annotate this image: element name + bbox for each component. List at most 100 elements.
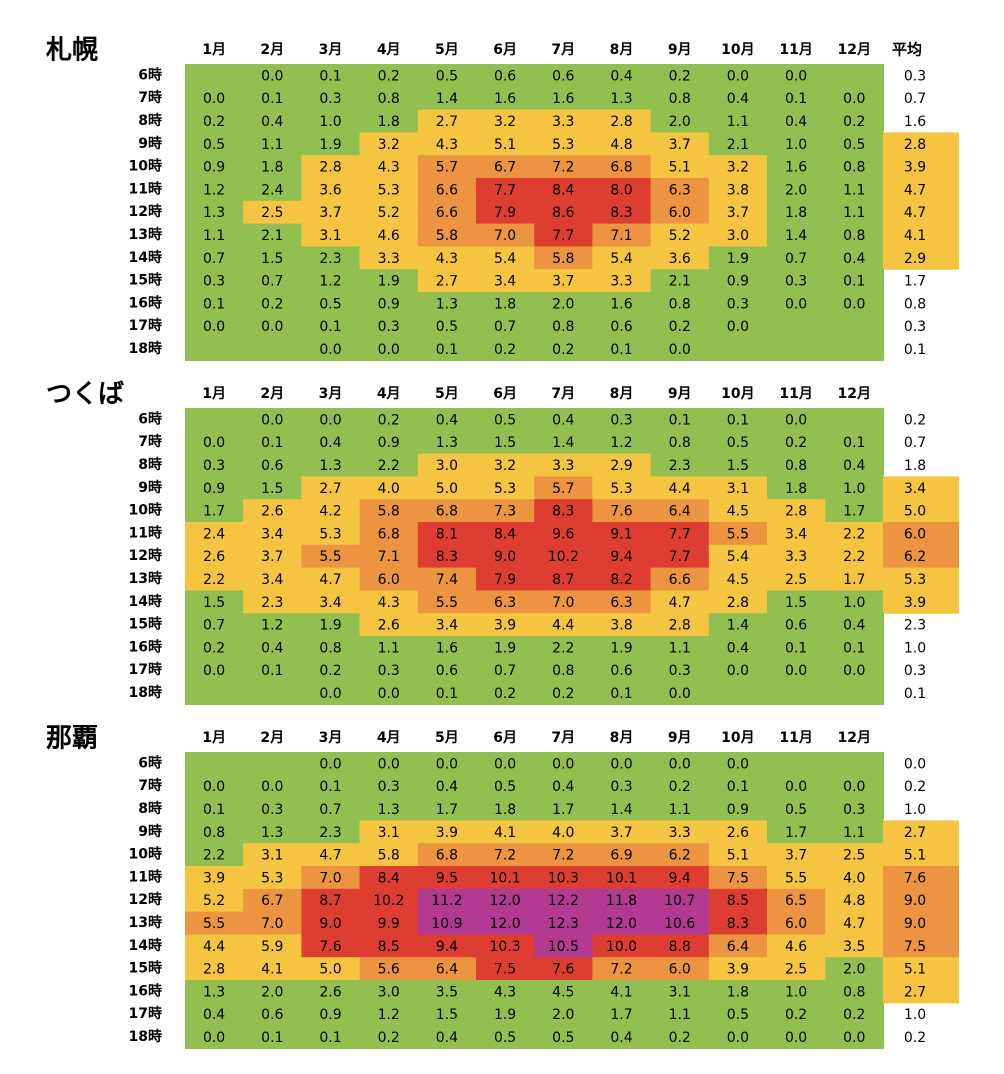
average-value: 1.0 bbox=[904, 640, 926, 656]
heatmap-cell bbox=[767, 155, 826, 179]
heatmap-cell bbox=[534, 752, 593, 776]
heatmap-cell bbox=[592, 109, 652, 133]
heatmap-cell bbox=[185, 820, 244, 844]
heatmap-cell bbox=[708, 752, 768, 776]
heatmap-cell bbox=[767, 820, 826, 844]
heatmap-cell bbox=[359, 453, 419, 477]
heatmap-cell bbox=[185, 1002, 244, 1027]
heatmap-cell bbox=[359, 866, 419, 890]
heatmap-cell bbox=[243, 752, 302, 776]
cell-value: 1.1 bbox=[378, 640, 400, 656]
cell-value: 3.3 bbox=[378, 251, 400, 267]
row-label: 11時 bbox=[129, 524, 162, 541]
cell-value: 5.5 bbox=[785, 870, 807, 886]
heatmap-cell bbox=[592, 430, 652, 455]
heatmap-cell bbox=[243, 453, 302, 477]
cell-value: 0.0 bbox=[319, 756, 341, 772]
row-label: 7時 bbox=[138, 433, 162, 450]
heatmap-cell bbox=[825, 752, 884, 776]
cell-value: 5.7 bbox=[552, 481, 574, 497]
heatmap-cell bbox=[359, 269, 419, 293]
column-header: 6月 bbox=[493, 730, 517, 746]
cell-value: 3.4 bbox=[436, 618, 458, 634]
column-header: 9月 bbox=[668, 730, 692, 746]
cell-value: 7.6 bbox=[552, 962, 574, 978]
cell-value: 6.8 bbox=[378, 526, 400, 542]
cell-value: 0.1 bbox=[319, 779, 341, 795]
cell-value: 3.2 bbox=[727, 160, 749, 176]
cell-value: 9.6 bbox=[552, 526, 574, 542]
cell-value: 8.5 bbox=[727, 893, 749, 909]
cell-value: 0.4 bbox=[261, 114, 283, 130]
heatmap-cell bbox=[301, 246, 361, 270]
cell-value: 2.8 bbox=[610, 114, 632, 130]
average-value: 7.6 bbox=[904, 870, 926, 886]
cell-value: 10.3 bbox=[548, 870, 579, 886]
cell-value: 1.5 bbox=[785, 595, 807, 611]
cell-value: 5.4 bbox=[727, 549, 749, 565]
cell-value: 2.5 bbox=[785, 572, 807, 588]
heatmap-cell bbox=[650, 64, 710, 88]
heatmap-cell bbox=[243, 957, 302, 981]
heatmap-cell bbox=[185, 658, 244, 683]
row-label: 17時 bbox=[129, 1005, 162, 1022]
heatmap-cell bbox=[417, 1002, 477, 1027]
cell-value: 3.0 bbox=[378, 984, 400, 1000]
heatmap-cell bbox=[243, 1025, 302, 1049]
heatmap-cell bbox=[825, 866, 884, 890]
heatmap-cell bbox=[708, 86, 768, 111]
heatmap-cell bbox=[592, 980, 652, 1004]
cell-value: 0.8 bbox=[843, 228, 865, 244]
cell-value: 3.9 bbox=[727, 962, 749, 978]
cell-value: 0.1 bbox=[203, 296, 225, 312]
cell-value: 0.0 bbox=[785, 1030, 807, 1046]
cell-value: 0.9 bbox=[203, 160, 225, 176]
heatmap-cell bbox=[592, 636, 652, 660]
heatmap-cell bbox=[767, 636, 826, 660]
column-header: 11月 bbox=[779, 386, 812, 402]
heatmap-cell bbox=[592, 246, 652, 270]
heatmap-cell bbox=[825, 590, 884, 614]
cell-value: 0.2 bbox=[785, 435, 807, 451]
cell-value: 0.1 bbox=[610, 342, 632, 358]
heatmap-cell bbox=[301, 658, 361, 683]
cell-value: 3.2 bbox=[378, 137, 400, 153]
cell-value: 0.0 bbox=[785, 68, 807, 84]
heatmap-cell bbox=[534, 544, 593, 569]
heatmap-cell bbox=[301, 681, 361, 705]
cell-value: 4.7 bbox=[319, 572, 341, 588]
cell-value: 0.3 bbox=[261, 802, 283, 818]
column-header: 10月 bbox=[721, 386, 754, 402]
cell-value: 0.3 bbox=[203, 458, 225, 474]
cell-value: 0.3 bbox=[669, 663, 691, 679]
heatmap-cell bbox=[767, 223, 826, 247]
heatmap-cell bbox=[476, 246, 535, 270]
heatmap-cell bbox=[592, 911, 652, 935]
heatmap-cell bbox=[534, 408, 593, 432]
cell-value: 0.4 bbox=[843, 458, 865, 474]
heatmap-cell bbox=[185, 613, 244, 637]
cell-value: 0.3 bbox=[727, 296, 749, 312]
cell-value: 7.0 bbox=[552, 595, 574, 611]
cell-value: 4.8 bbox=[843, 893, 865, 909]
cell-value: 1.6 bbox=[552, 91, 574, 107]
heatmap-cell bbox=[592, 200, 652, 225]
cell-value: 1.1 bbox=[727, 114, 749, 130]
heatmap-cell bbox=[825, 178, 884, 202]
cell-value: 0.1 bbox=[203, 802, 225, 818]
heatmap-cell bbox=[708, 613, 768, 637]
column-header: 11月 bbox=[779, 730, 812, 746]
heatmap-cell bbox=[592, 1025, 652, 1049]
heatmap-cell bbox=[708, 522, 768, 546]
heatmap-cell bbox=[534, 934, 593, 958]
heatmap-cell bbox=[708, 246, 768, 270]
cell-value: 6.0 bbox=[378, 572, 400, 588]
heatmap-cell bbox=[592, 522, 652, 546]
cell-value: 0.3 bbox=[610, 412, 632, 428]
cell-value: 1.4 bbox=[552, 435, 574, 451]
heatmap-cell bbox=[534, 476, 593, 500]
cell-value: 3.1 bbox=[261, 848, 283, 864]
heatmap-cell bbox=[767, 408, 826, 432]
cell-value: 0.3 bbox=[203, 274, 225, 290]
cell-value: 0.5 bbox=[436, 68, 458, 84]
